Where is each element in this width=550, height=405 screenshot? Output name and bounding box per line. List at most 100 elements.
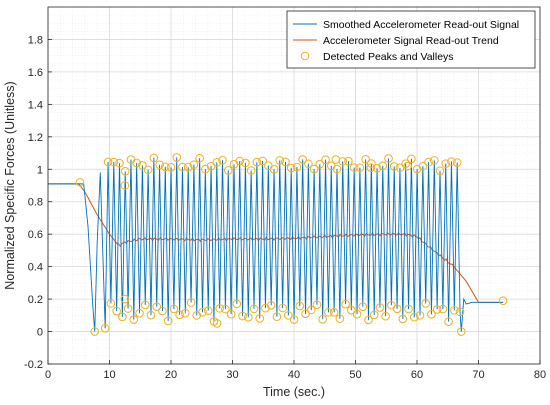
peak-valley-marker — [261, 303, 270, 313]
peak-valley-marker — [120, 181, 130, 190]
peak-valley-marker — [332, 164, 342, 174]
peak-valley-marker — [169, 304, 179, 314]
peak-valley-marker — [392, 304, 402, 314]
peak-valley-marker — [427, 310, 436, 319]
x-axis-ticks: 0 10 20 30 40 50 60 70 80 — [45, 360, 546, 381]
peak-valley-marker — [221, 304, 230, 314]
peak-valley-marker — [215, 304, 224, 313]
peak-valley-marker — [255, 314, 265, 323]
peak-valley-marker — [163, 316, 173, 326]
peak-valley-marker — [398, 314, 408, 324]
peak-valley-marker — [284, 311, 293, 320]
peak-valley-marker — [272, 312, 282, 321]
legend-box — [286, 10, 536, 69]
legend-entry-trend: Accelerometer Signal Read-out Trend — [323, 35, 499, 47]
peak-valley-marker — [275, 156, 285, 165]
y-tick-label: 0 — [37, 327, 43, 339]
peak-valley-marker — [120, 167, 130, 176]
peak-valley-marker — [166, 163, 176, 172]
x-tick-label: 70 — [472, 369, 484, 381]
peak-valley-marker — [318, 314, 327, 324]
peak-valley-marker — [123, 304, 133, 313]
peak-valley-marker — [375, 303, 385, 312]
peak-valley-marker — [132, 158, 141, 168]
peak-valley-marker — [372, 163, 382, 173]
peak-valley-marker — [450, 305, 459, 315]
peak-valley-marker — [404, 304, 413, 314]
peak-valley-marker — [175, 310, 184, 320]
peak-valley-marker — [395, 163, 405, 173]
peak-valley-marker — [338, 157, 348, 166]
peak-valley-marker — [312, 300, 322, 310]
peak-valley-marker — [418, 161, 428, 171]
peak-valley-marker — [369, 310, 379, 320]
peak-valley-marker — [355, 163, 365, 173]
peak-valley-marker — [438, 304, 448, 314]
peak-valley-marker — [158, 306, 167, 316]
peak-valley-marker — [378, 161, 388, 171]
y-tick-label: 1.4 — [28, 99, 43, 111]
peak-valley-marker — [341, 299, 350, 309]
peak-valley-marker — [118, 312, 127, 322]
y-axis-ticks: -0.2 0 0.2 0.4 0.6 0.8 1 1.2 1.4 1.6 1.8 — [24, 34, 52, 371]
peak-valley-marker — [252, 157, 262, 167]
peak-valley-marker — [203, 306, 213, 315]
peak-valley-marker — [429, 156, 439, 165]
peak-valley-marker — [329, 307, 339, 317]
peak-valley-marker — [281, 157, 290, 167]
peak-valley-marker — [447, 157, 456, 166]
peak-valley-marker — [189, 160, 199, 169]
y-tick-label: 0.6 — [28, 229, 43, 241]
peak-valley-marker — [358, 302, 368, 311]
peak-valley-marker — [209, 317, 219, 326]
peak-valley-marker — [258, 156, 267, 166]
peak-valley-marker — [269, 164, 279, 174]
y-tick-label: 0.4 — [28, 262, 43, 274]
peak-valley-marker — [155, 160, 164, 170]
peak-valley-marker — [186, 298, 196, 307]
peak-valley-marker — [321, 155, 330, 164]
legend: Smoothed Accelerometer Read-out Signal A… — [286, 10, 536, 69]
peak-valley-marker — [444, 317, 453, 326]
peak-valley-marker — [367, 159, 376, 168]
peak-valley-marker — [407, 154, 416, 164]
y-tick-label: 0.8 — [28, 197, 43, 209]
peak-valley-marker — [306, 305, 316, 315]
peak-valley-marker — [335, 314, 345, 323]
peak-valley-marker — [389, 162, 399, 171]
peak-valley-marker — [315, 159, 325, 169]
peak-valley-marker — [344, 156, 353, 166]
peak-valley-marker — [140, 300, 150, 310]
peak-valley-marker — [100, 324, 110, 333]
y-tick-label: 1.6 — [28, 67, 43, 79]
peak-valley-marker — [415, 310, 425, 320]
peak-valley-marker — [120, 294, 130, 304]
peak-valley-marker — [364, 315, 373, 325]
series-peaks — [75, 153, 508, 336]
peak-valley-marker — [292, 162, 302, 172]
peak-valley-marker — [115, 158, 124, 168]
peak-valley-marker — [198, 307, 207, 317]
peak-valley-marker — [352, 309, 362, 319]
peak-valley-marker — [456, 327, 466, 336]
peak-valley-marker — [232, 299, 242, 309]
peak-valley-marker — [403, 161, 413, 171]
peak-valley-marker — [146, 310, 156, 320]
x-tick-label: 0 — [45, 369, 51, 381]
series-signal — [48, 157, 504, 332]
peak-valley-marker — [298, 155, 307, 164]
peak-valley-marker — [309, 164, 319, 174]
peak-valley-marker — [112, 306, 121, 316]
legend-entry-peaks: Detected Peaks and Valleys — [323, 51, 454, 63]
peak-valley-marker — [172, 153, 182, 162]
peak-valley-marker — [75, 177, 85, 187]
peak-valley-marker — [384, 154, 393, 163]
peak-valley-marker — [452, 158, 462, 167]
peak-valley-marker — [435, 166, 445, 176]
peak-valley-marker — [181, 308, 190, 318]
x-tick-label: 80 — [534, 369, 546, 381]
peak-valley-marker — [223, 166, 233, 175]
peak-valley-marker — [106, 299, 116, 308]
peak-valley-marker — [347, 305, 356, 315]
